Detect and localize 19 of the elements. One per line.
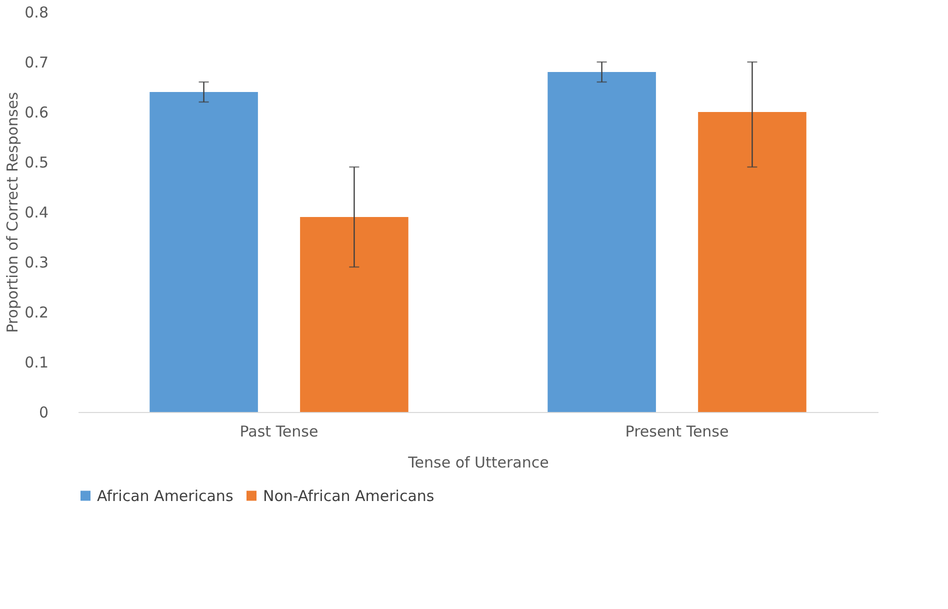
y-tick-label: 0.3 [24,254,48,272]
y-tick-label: 0.8 [24,4,48,22]
y-tick-label: 0.6 [24,104,48,122]
legend-label: Non-African Americans [263,486,434,505]
y-tick-label: 0.5 [24,154,48,172]
x-tick-label: Present Tense [625,422,729,440]
y-tick-label: 0 [38,404,48,422]
bar [300,217,408,412]
x-axis-title: Tense of Utterance [407,454,549,472]
y-tick-label: 0.7 [24,54,48,72]
legend-label: African Americans [97,486,234,505]
bar [548,72,656,412]
bar [150,92,258,412]
y-tick-label: 0.2 [24,304,48,322]
y-tick-label: 0.1 [24,354,48,372]
y-axis-title: Proportion of Correct Responses [4,92,22,333]
x-tick-label: Past Tense [240,422,318,440]
y-tick-label: 0.4 [24,204,48,222]
bar [698,112,806,412]
